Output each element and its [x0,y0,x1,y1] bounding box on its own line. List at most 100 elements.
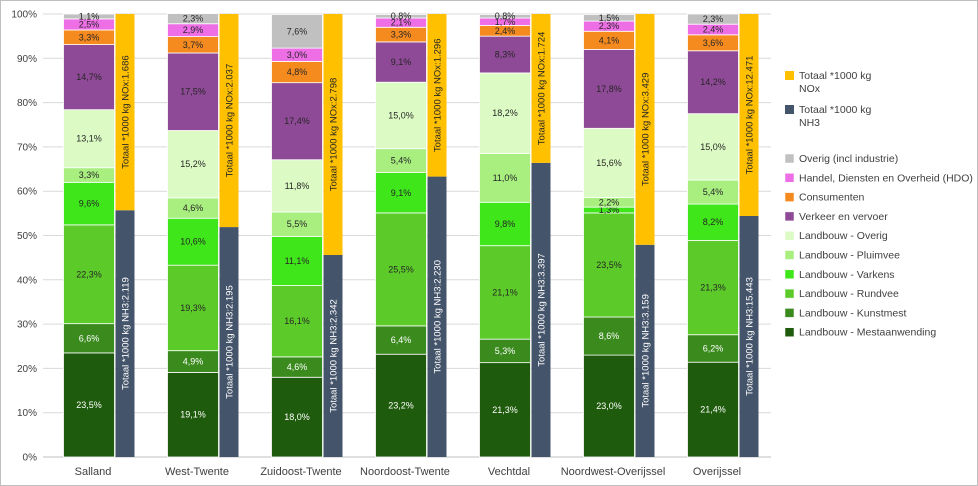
bar-segment [687,239,739,336]
legend-label: Landbouw - Overig [799,230,888,242]
bar-segment-label: 2,2% [599,197,620,207]
bar-segment [167,13,219,25]
y-tick-label: 70% [17,142,37,153]
bar-segment-label: 4,6% [287,362,308,372]
bar-segment [375,81,427,150]
nox-total-label: Totaal *1000 kg NOx:12.471 [745,56,756,175]
bar-segment-label: 4,9% [183,357,204,367]
bar-segment-label: 6,2% [703,343,724,353]
nox-total-label: Totaal *1000 kg NOx:2.037 [225,64,236,178]
bar-segment [375,14,427,19]
bar-segment [63,44,115,111]
bar-segment [375,172,427,214]
bar-segment-label: 18,2% [492,108,518,118]
bar-segment-label: 7,6% [287,26,308,36]
bar-segment [687,13,739,25]
bar-segment-label: 21,4% [700,405,726,415]
bar-segment-label: 17,8% [596,84,622,94]
nh3-total-bar [219,227,239,457]
bar-segment-label: 9,6% [79,199,100,209]
legend-swatch [784,250,795,260]
bar-segment [479,245,531,340]
bar-segment-label: 4,1% [599,35,620,45]
bar-segment-label: 14,7% [76,72,102,82]
legend-swatch-nh3 [785,105,794,114]
y-tick-label: 10% [17,408,37,419]
bar-segment-label: 21,3% [492,405,518,415]
bar-segment [271,235,323,286]
y-tick-label: 30% [17,320,37,331]
bar-segment-label: 0,8% [391,11,412,21]
legend-swatch [784,230,795,241]
y-tick-label: 20% [17,364,37,375]
bar-segment [375,325,427,355]
legend-swatch [784,327,795,337]
bar-segment-label: 2,4% [703,25,724,35]
x-category-label: Noordwest-Overijssel [561,466,666,478]
legend-label-nh3: Totaal *1000 kg [799,104,872,116]
x-category-label: Noordoost-Twente [360,466,450,478]
nh3-total-label: Totaal *1000 kg NH3:2.195 [225,285,236,399]
bar-segment-label: 15,6% [596,158,622,168]
bar-segment-label: 2,3% [703,14,724,24]
bar-segment [63,323,115,354]
nh3-total-bar [323,254,343,457]
bar-segment-label: 9,1% [391,188,412,198]
nox-total-label: Totaal *1000 kg NOx:3.429 [641,73,652,187]
y-axis-ticks: 0% 10% 20% 30% 40% 50% 60% 70% 80% 90% 100% [11,10,37,464]
bar-segment-label: 8,2% [703,217,724,227]
y-tick-label: 40% [17,275,37,286]
bar-segment-label: 10,6% [180,237,206,247]
bar-segment-label: 2,3% [599,21,620,31]
x-axis-categories: Salland West-Twente Zuidoost-Twente Noordoo… [75,466,742,478]
bar-segment-label: 9,1% [391,57,412,67]
bar-segment-label: 5,4% [703,187,724,197]
bar-segment-label: 2,3% [183,14,204,24]
bar-segment [583,14,635,22]
total-bars: Totaal *1000 kg NH3:2.119 Totaal *1000 kg… [115,14,759,457]
bar-segment-label: 1,1% [79,11,100,21]
bar-segment [63,109,115,169]
bar-segment-label: 5,5% [287,219,308,229]
legend-swatch-nox [785,71,794,80]
bar-segment [271,159,323,213]
bar-segment [583,127,635,198]
bar-segment [271,285,323,358]
bar-segment-label: 6,4% [391,335,412,345]
legend-label: Landbouw - Mestaanwending [799,327,936,339]
bar-segment-label: 21,3% [700,283,726,293]
bar-segment-label: 8,6% [599,331,620,341]
nh3-total-label: Totaal *1000 kg NH3:2.342 [329,299,340,413]
bar-segment [583,354,635,458]
bar-segment-label: 9,8% [495,219,516,229]
x-category-label: Vechtdal [488,466,530,478]
bar-segment-label: 3,7% [183,40,204,50]
bar-segment-label: 13,1% [76,134,102,144]
bar-segment-label: 23,2% [388,401,414,411]
nox-total-label: Totaal *1000 kg NOx:1.296 [433,39,444,153]
bar-segment-label: 4,6% [183,203,204,213]
bar-segment-label: 25,5% [388,264,414,274]
y-tick-label: 0% [23,453,38,464]
nh3-total-label: Totaal *1000 kg NH3:2.230 [433,260,444,374]
bar-segment-label: 23,5% [76,400,102,410]
legend-label-nox: NOx [799,83,821,95]
y-tick-label: 60% [17,187,37,198]
bar-segment-label: 23,5% [596,260,622,270]
legend-label: Handel, Diensten en Overheid (HDO) [799,172,973,184]
bar-segment [583,49,635,129]
bar-segment-label: 15,0% [700,142,726,152]
bar-segment [375,353,427,458]
nox-total-bar [115,14,135,211]
y-tick-label: 100% [11,10,37,21]
nh3-total-bar [739,216,759,457]
bar-segment-label: 21,1% [492,287,518,297]
nox-total-bar [427,14,447,177]
bar-segment-label: 2,4% [495,26,516,36]
bar-segment-label: 2,5% [79,19,100,29]
bar-segment-label: 3,3% [391,30,412,40]
nh3-total-label: Totaal *1000 kg NH3:2.119 [121,277,132,390]
bar-segment-label: 19,3% [180,303,206,313]
bar-segment [479,201,531,247]
